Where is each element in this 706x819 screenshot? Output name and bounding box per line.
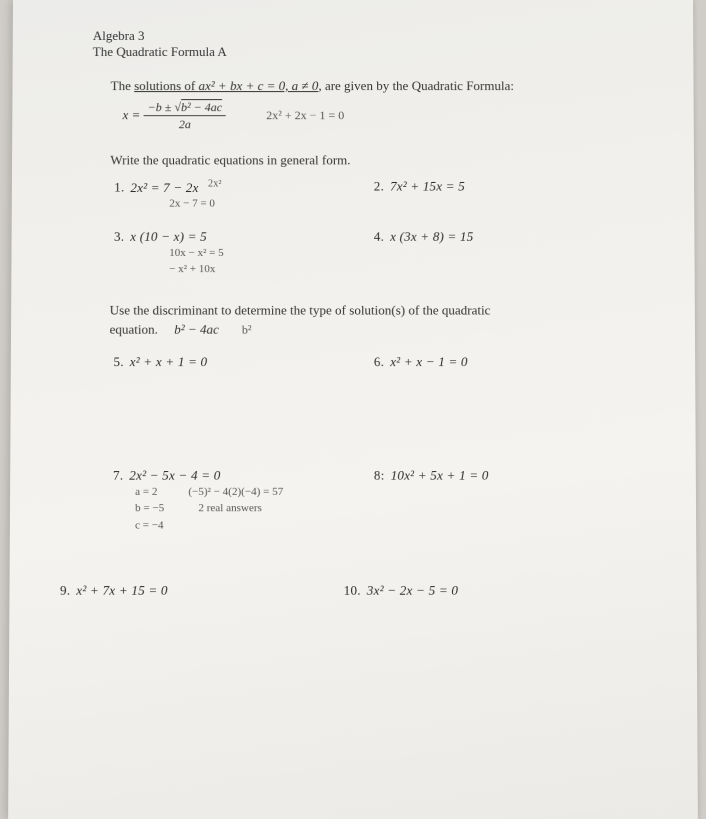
p3-work2: − x² + 10x <box>169 261 374 278</box>
problem-1: 1. 2x² = 7 − 2x 2x² <box>114 178 374 195</box>
p7-calc: (−5)² − 4(2)(−4) = 57 <box>188 485 283 497</box>
p7-work: a = 2 (−5)² − 4(2)(−4) = 57 b = −5 2 rea… <box>135 483 374 533</box>
formula-fraction: −b ± √b² − 4ac 2a <box>144 100 227 132</box>
problem-4: 4. x (3x + 8) = 15 <box>374 228 634 244</box>
p7-row2: b = −5 2 real answers <box>135 500 374 517</box>
section2: Use the discriminant to determine the ty… <box>90 300 636 599</box>
section2-line2: equation. <box>110 322 158 337</box>
p1-eq: 2x² = 7 − 2x <box>130 180 198 195</box>
intro-sentence: The solutions of ax² + bx + c = 0, a ≠ 0… <box>111 78 634 94</box>
p7-b: b = −5 <box>135 500 196 517</box>
course-name: Algebra 3 <box>93 28 633 44</box>
formula-lhs: x = <box>123 107 141 122</box>
p9-num: 9. <box>60 583 70 598</box>
formula-numerator: −b ± √b² − 4ac <box>144 100 227 116</box>
row-5-6: 5. x² + x + 1 = 0 6. x² + x − 1 = 0 <box>91 354 634 370</box>
discriminant-handnote: b² <box>242 323 252 337</box>
p9-eq: x² + 7x + 15 = 0 <box>76 583 167 598</box>
p7-ans: 2 real answers <box>198 502 262 514</box>
intro-after: , are given by the Quadratic Formula: <box>318 78 514 93</box>
p10-eq: 3x² − 2x − 5 = 0 <box>367 583 458 598</box>
p6-num: 6. <box>374 354 384 369</box>
p8-eq: 10x² + 5x + 1 = 0 <box>391 467 489 482</box>
row-7-8: 7. 2x² − 5x − 4 = 0 a = 2 (−5)² − 4(2)(−4… <box>91 467 636 534</box>
p3-num: 3. <box>114 228 124 243</box>
row-1-2: 1. 2x² = 7 − 2x 2x² 2x − 7 = 0 2. 7x² + 15… <box>92 178 634 212</box>
problem-10: 10. 3x² − 2x − 5 = 0 <box>344 583 606 599</box>
problem-9: 9. x² + 7x + 15 = 0 <box>60 583 344 599</box>
p2-eq: 7x² + 15x = 5 <box>390 178 465 193</box>
problem-5: 5. x² + x + 1 = 0 <box>113 354 373 370</box>
worksheet-paper: Algebra 3 The Quadratic Formula A The so… <box>8 0 698 819</box>
p7-num: 7. <box>113 467 123 482</box>
formula-denominator: 2a <box>179 117 191 132</box>
p8-num: 8: <box>374 467 385 482</box>
header: Algebra 3 The Quadratic Formula A <box>93 28 634 60</box>
p1-hand1: 2x² <box>208 178 222 189</box>
section1-problems: 1. 2x² = 7 − 2x 2x² 2x − 7 = 0 2. 7x² + 15… <box>92 178 635 278</box>
intro-equation: ax² + bx + c = 0, a ≠ 0 <box>199 78 319 93</box>
p1-num: 1. <box>114 180 124 195</box>
p4-eq: x (3x + 8) = 15 <box>390 228 473 243</box>
p7-eq: 2x² − 5x − 4 = 0 <box>129 467 220 482</box>
p3-eq: x (10 − x) = 5 <box>130 228 207 243</box>
p7-a: a = 2 <box>135 483 185 500</box>
problem-2: 2. 7x² + 15x = 5 <box>374 178 634 194</box>
p4-num: 4. <box>374 228 384 243</box>
p2-num: 2. <box>374 178 384 193</box>
p3-work1: 10x − x² = 5 <box>169 245 374 262</box>
row-3-4: 3. x (10 − x) = 5 10x − x² = 5 − x² + 10x… <box>92 228 635 277</box>
discriminant-formula: b² − 4ac <box>174 322 219 337</box>
p10-num: 10. <box>344 583 361 598</box>
quadratic-formula: x = −b ± √b² − 4ac 2a 2x² + 2x − 1 = 0 <box>122 100 633 132</box>
problem-8: 8: 10x² + 5x + 1 = 0 <box>374 467 635 483</box>
p5-eq: x² + x + 1 = 0 <box>130 354 208 369</box>
section2-line1: Use the discriminant to determine the ty… <box>110 302 491 317</box>
problem-7: 7. 2x² − 5x − 4 = 0 <box>113 467 374 483</box>
worksheet-title: The Quadratic Formula A <box>93 44 634 60</box>
formula-expression: x = −b ± √b² − 4ac 2a <box>122 100 226 132</box>
row-9-10: 9.x² + 7x + 15 = 0 10.3x² − 2x − 5 = 0 <box>90 583 636 599</box>
handwritten-example: 2x² + 2x − 1 = 0 <box>266 109 344 124</box>
section2-heading: Use the discriminant to determine the ty… <box>110 300 635 339</box>
p7-row1: a = 2 (−5)² − 4(2)(−4) = 57 <box>135 483 374 500</box>
p1-work: 2x − 7 = 0 <box>169 196 374 213</box>
p6-eq: x² + x − 1 = 0 <box>390 354 468 369</box>
problem-6: 6. x² + x − 1 = 0 <box>374 354 635 370</box>
problem-3: 3. x (10 − x) = 5 <box>114 228 374 244</box>
section1-heading: Write the quadratic equations in general… <box>110 152 634 168</box>
intro-before: The <box>111 78 135 93</box>
p5-num: 5. <box>113 354 123 369</box>
intro-underlined: solutions of <box>134 78 198 93</box>
p7-c: c = −4 <box>135 517 374 534</box>
